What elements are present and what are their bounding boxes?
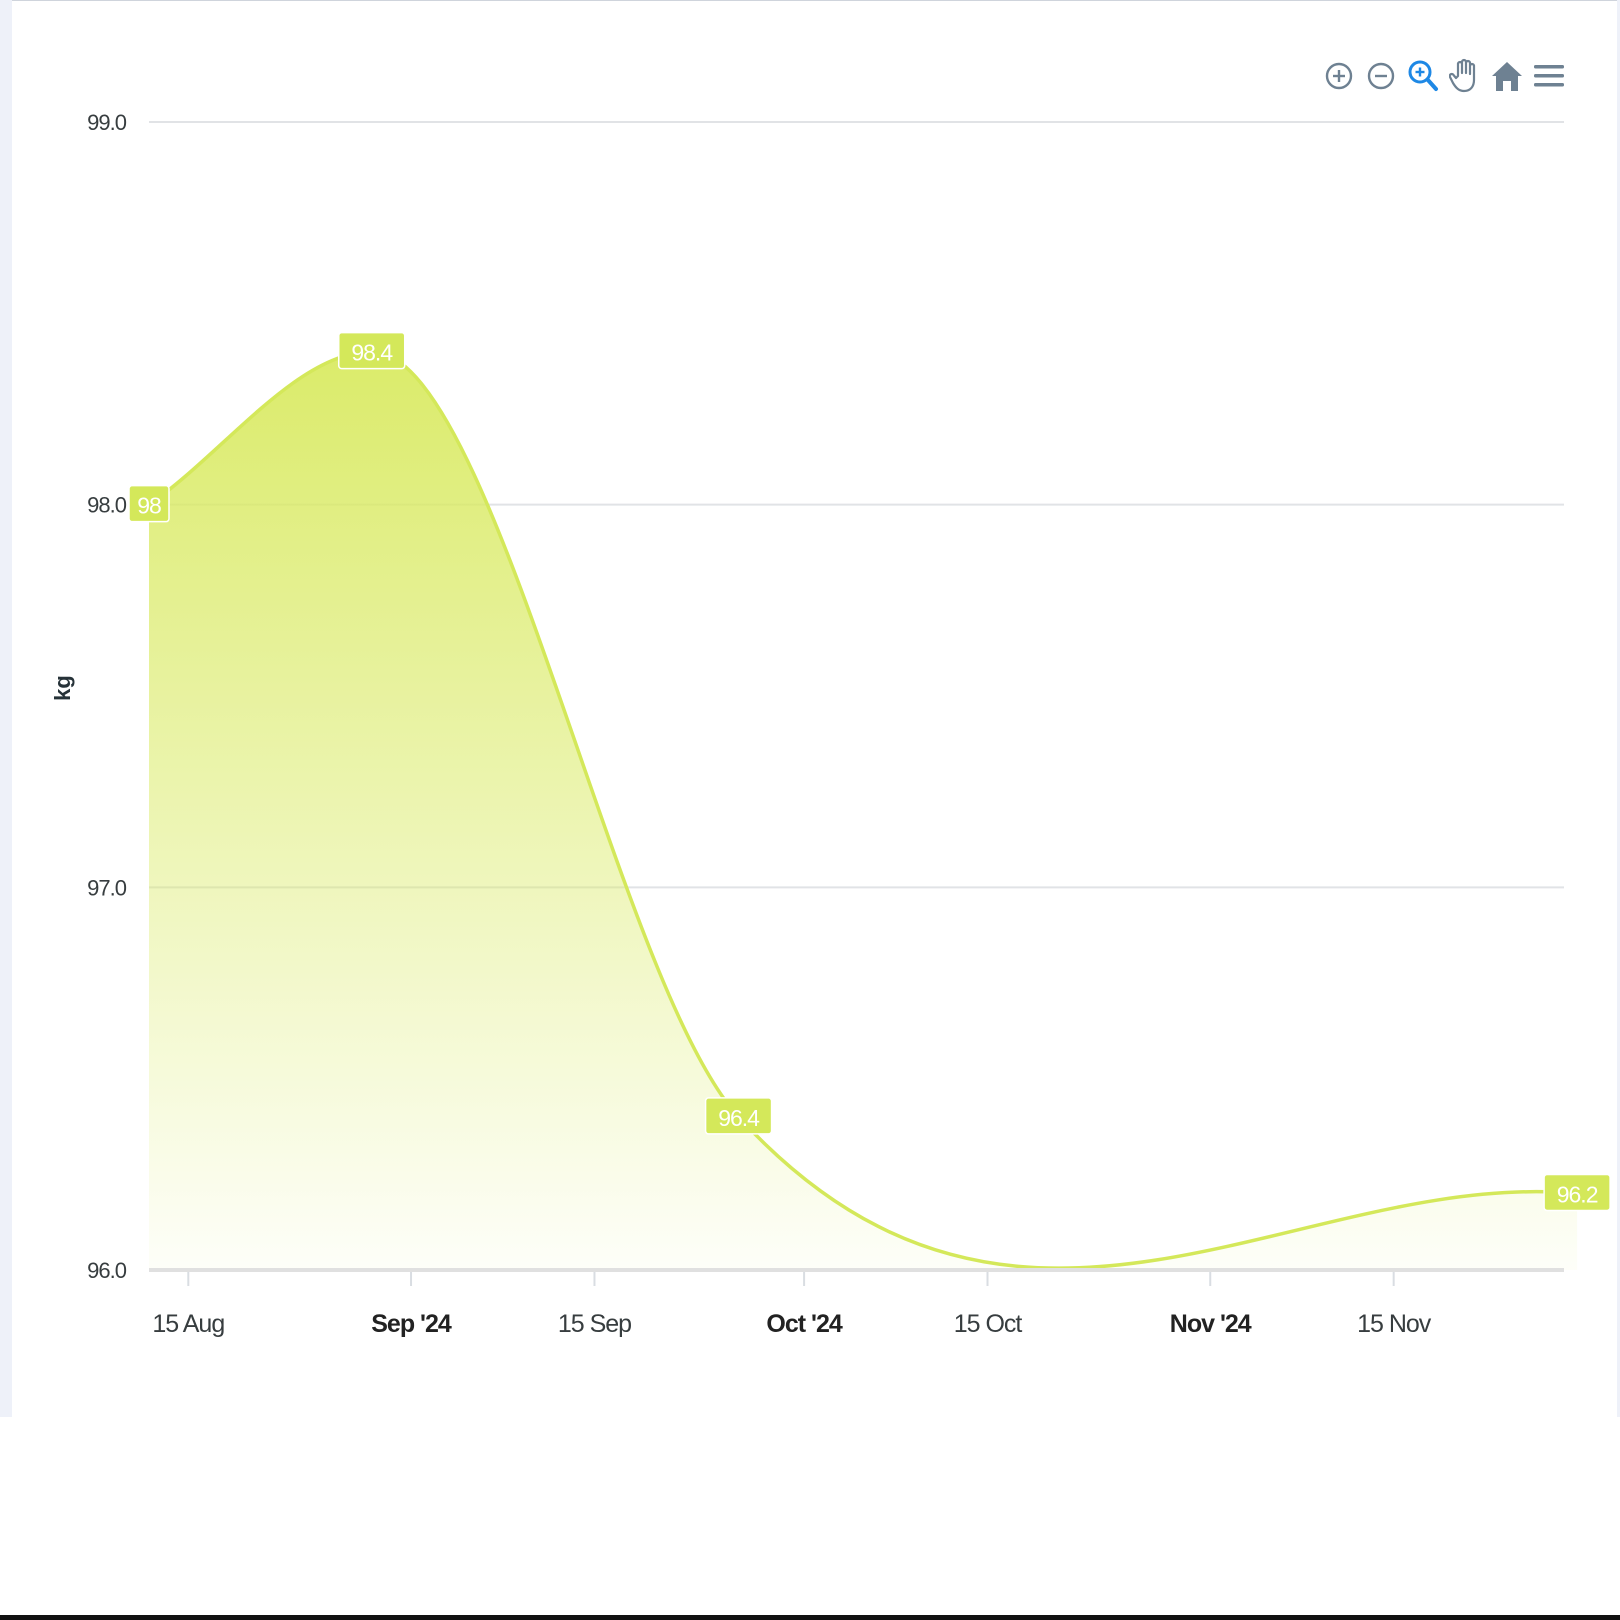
zoom-out-button[interactable] xyxy=(1364,59,1398,93)
pan-hand-icon xyxy=(1449,58,1476,93)
x-tick-label: 15 Oct xyxy=(954,1310,1023,1338)
reset-zoom-button[interactable] xyxy=(1490,59,1524,93)
left-border-strip xyxy=(0,0,12,1417)
y-tick-label: 97.0 xyxy=(87,875,127,900)
data-label-text: 96.4 xyxy=(718,1105,760,1131)
chart-menu-button[interactable] xyxy=(1532,59,1566,93)
x-tick-label: 15 Sep xyxy=(558,1310,631,1338)
data-label: 96.2 xyxy=(1543,1173,1611,1212)
zoom-in-icon xyxy=(1325,62,1353,90)
x-tick-label: 15 Nov xyxy=(1357,1310,1432,1338)
right-border-strip xyxy=(1617,0,1620,1417)
data-label-text: 96.2 xyxy=(1557,1181,1598,1207)
data-label-text: 98 xyxy=(137,493,161,519)
reset-home-icon xyxy=(1492,62,1522,91)
y-tick-label: 99.0 xyxy=(87,110,127,135)
menu-icon xyxy=(1534,65,1564,87)
data-label: 98.4 xyxy=(337,331,406,370)
y-tick-label: 98.0 xyxy=(87,493,127,518)
data-label: 98 xyxy=(128,484,170,523)
x-tick-label: Nov '24 xyxy=(1170,1310,1252,1338)
x-tick-label: Sep '24 xyxy=(371,1310,452,1338)
x-tick-label: Oct '24 xyxy=(766,1310,842,1338)
area-series xyxy=(148,349,1578,1271)
bottom-edge-line xyxy=(0,1615,1620,1620)
selection-zoom-icon xyxy=(1408,60,1438,91)
zoom-in-button[interactable] xyxy=(1322,59,1356,93)
pan-button[interactable] xyxy=(1448,58,1482,93)
bottom-blank-area xyxy=(0,1417,1620,1615)
data-label: 96.4 xyxy=(704,1097,773,1135)
weight-area-chart: 96.0 97.0 98.0 99.0 kg 15 Aug Sep '24 15 Sep Oct… xyxy=(50,110,1611,1338)
x-tick-label: 15 Aug xyxy=(152,1310,224,1338)
zoom-out-icon xyxy=(1367,62,1395,90)
data-labels: 98 98.4 96.4 96.2 xyxy=(128,331,1611,1212)
area-fill xyxy=(149,351,1578,1271)
chart-toolbar xyxy=(1322,54,1566,98)
series-line xyxy=(148,349,1578,1270)
data-label-text: 98.4 xyxy=(351,340,393,366)
selection-zoom-button[interactable] xyxy=(1406,59,1440,93)
y-tick-label: 96.0 xyxy=(87,1258,127,1283)
axes: 96.0 97.0 98.0 99.0 kg 15 Aug Sep '24 15 Sep Oct… xyxy=(50,110,1564,1338)
y-axis-title: kg xyxy=(50,675,75,701)
